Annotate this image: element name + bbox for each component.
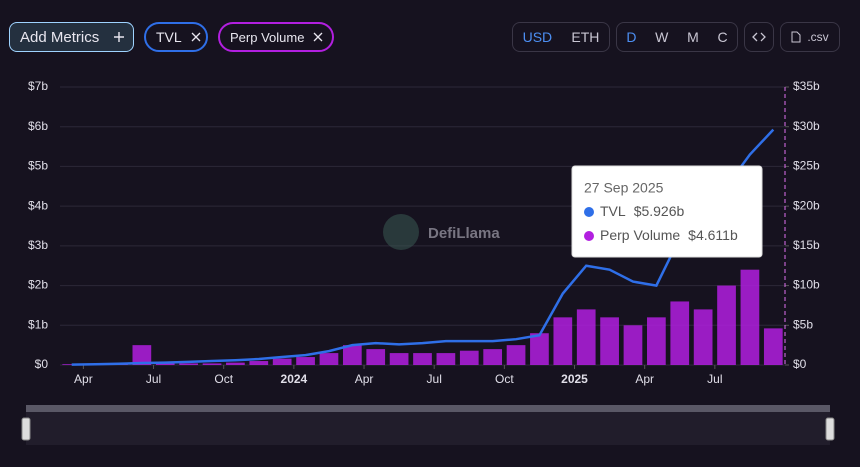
bar xyxy=(109,363,128,365)
line xyxy=(71,128,775,366)
close-icon[interactable] xyxy=(313,32,323,42)
tooltip-value: $5.926b xyxy=(634,203,685,219)
csv-button[interactable]: .csv xyxy=(780,22,840,52)
tooltip-row: Perp Volume $4.611b xyxy=(600,227,738,243)
y2-tick-label: $15b xyxy=(793,238,820,252)
currency-option[interactable]: USD xyxy=(522,29,553,45)
bar xyxy=(62,364,82,365)
tooltip-value: $4.611b xyxy=(688,227,738,243)
y-tick-label: $5b xyxy=(28,159,48,173)
y-tick-label: $6b xyxy=(28,119,48,133)
y-tick-label: $4b xyxy=(28,198,48,212)
bar xyxy=(506,345,526,365)
chip-label: TVL xyxy=(156,29,182,45)
y2-tick-label: $10b xyxy=(793,278,820,292)
bar xyxy=(530,333,549,365)
y-tick-label: $7b xyxy=(28,79,48,93)
tooltip-dot xyxy=(584,207,594,217)
tooltip-box xyxy=(571,165,763,258)
x-tick-label: Apr xyxy=(635,372,654,386)
period-option[interactable]: C xyxy=(717,29,728,45)
y-tick-label: $0 xyxy=(35,357,49,371)
tooltip-series: Perp Volume xyxy=(600,227,680,243)
bar xyxy=(226,362,245,365)
y2-tick-label: $5b xyxy=(793,317,813,331)
bar xyxy=(342,345,362,365)
csv-label: .csv xyxy=(807,30,829,44)
tooltip-row: TVL $5.926b xyxy=(600,203,685,219)
file-icon xyxy=(791,31,801,43)
bar xyxy=(576,309,596,365)
bar xyxy=(436,353,456,365)
bar xyxy=(319,353,339,365)
tooltip-series: TVL xyxy=(600,203,626,219)
brush-track xyxy=(26,405,830,445)
period-toggle: D W M C xyxy=(616,22,738,52)
bar xyxy=(179,363,198,365)
x-tick-label: Apr xyxy=(355,372,374,386)
add-metrics-button[interactable]: Add Metrics xyxy=(9,22,134,52)
x-tick-label: Jul xyxy=(707,372,722,386)
x-tick-label: 2024 xyxy=(281,372,308,386)
y-tick-label: $1b xyxy=(28,317,48,331)
x-tick-label: 2025 xyxy=(561,372,588,386)
bar xyxy=(763,328,783,365)
watermark-text: DefiLlama xyxy=(428,225,500,242)
x-tick-label: Oct xyxy=(495,372,514,386)
period-option[interactable]: W xyxy=(655,29,669,45)
add-metrics-label: Add Metrics xyxy=(20,28,100,46)
period-option[interactable]: D xyxy=(626,29,637,45)
bar xyxy=(272,358,292,365)
bar xyxy=(296,357,315,365)
tooltip-dot xyxy=(584,231,594,241)
plus-icon xyxy=(114,32,125,42)
y-tick-label: $2b xyxy=(28,278,48,292)
bar xyxy=(413,353,432,365)
y2-tick-label: $0 xyxy=(793,357,807,371)
bar xyxy=(132,345,152,365)
tooltip-date: 27 Sep 2025 xyxy=(584,180,664,196)
x-tick-label: Jul xyxy=(146,372,161,386)
y2-tick-label: $25b xyxy=(793,159,820,173)
tvl-chip[interactable]: TVL xyxy=(144,22,208,52)
tooltip: 27 Sep 2025 TVL $5.926b Perp Volume $4.611b xyxy=(571,165,763,258)
bar xyxy=(249,361,269,365)
y2-tick-label: $35b xyxy=(793,79,820,93)
x-tick-label: Jul xyxy=(427,372,442,386)
bar xyxy=(670,301,690,365)
close-icon[interactable] xyxy=(191,32,201,42)
bar xyxy=(366,349,386,365)
bar xyxy=(693,309,713,365)
bar xyxy=(459,350,479,365)
bar xyxy=(553,317,573,365)
perp-chip[interactable]: Perp Volume xyxy=(218,22,334,52)
bar xyxy=(155,363,175,365)
brush-handle xyxy=(21,417,31,441)
chip-label: Perp Volume xyxy=(230,29,305,45)
bar xyxy=(483,349,503,365)
currency-option[interactable]: ETH xyxy=(571,29,600,45)
bar xyxy=(717,285,736,365)
watermark: DefiLlama xyxy=(383,214,500,250)
period-option[interactable]: M xyxy=(687,29,699,45)
bar xyxy=(600,317,619,365)
brush-handle xyxy=(825,417,835,441)
x-tick-label: Oct xyxy=(214,372,233,386)
y2-tick-label: $30b xyxy=(793,119,820,133)
y2-tick-label: $20b xyxy=(793,198,820,212)
x-tick-label: Apr xyxy=(74,372,93,386)
bar xyxy=(202,363,222,365)
bar xyxy=(740,269,760,365)
embed-icon xyxy=(752,32,766,42)
bar xyxy=(389,353,409,365)
embed-button[interactable] xyxy=(744,22,774,52)
currency-toggle: USD ETH xyxy=(512,22,610,52)
bar xyxy=(647,317,666,365)
brush-top xyxy=(26,405,830,412)
bar xyxy=(623,325,643,365)
bar xyxy=(85,364,105,365)
y-tick-label: $3b xyxy=(28,238,48,252)
